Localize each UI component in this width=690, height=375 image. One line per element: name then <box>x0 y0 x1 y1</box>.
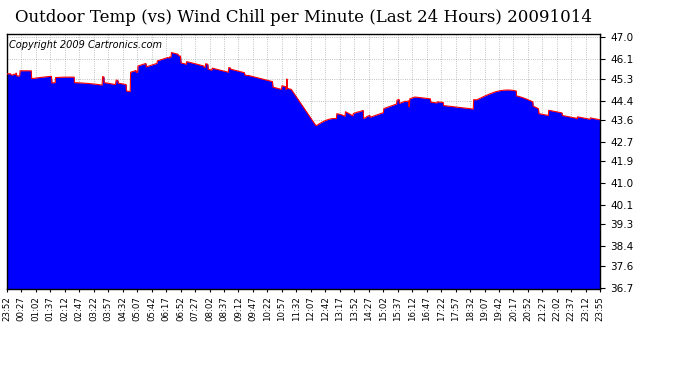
Text: Outdoor Temp (vs) Wind Chill per Minute (Last 24 Hours) 20091014: Outdoor Temp (vs) Wind Chill per Minute … <box>15 9 592 26</box>
Text: Copyright 2009 Cartronics.com: Copyright 2009 Cartronics.com <box>9 40 162 50</box>
